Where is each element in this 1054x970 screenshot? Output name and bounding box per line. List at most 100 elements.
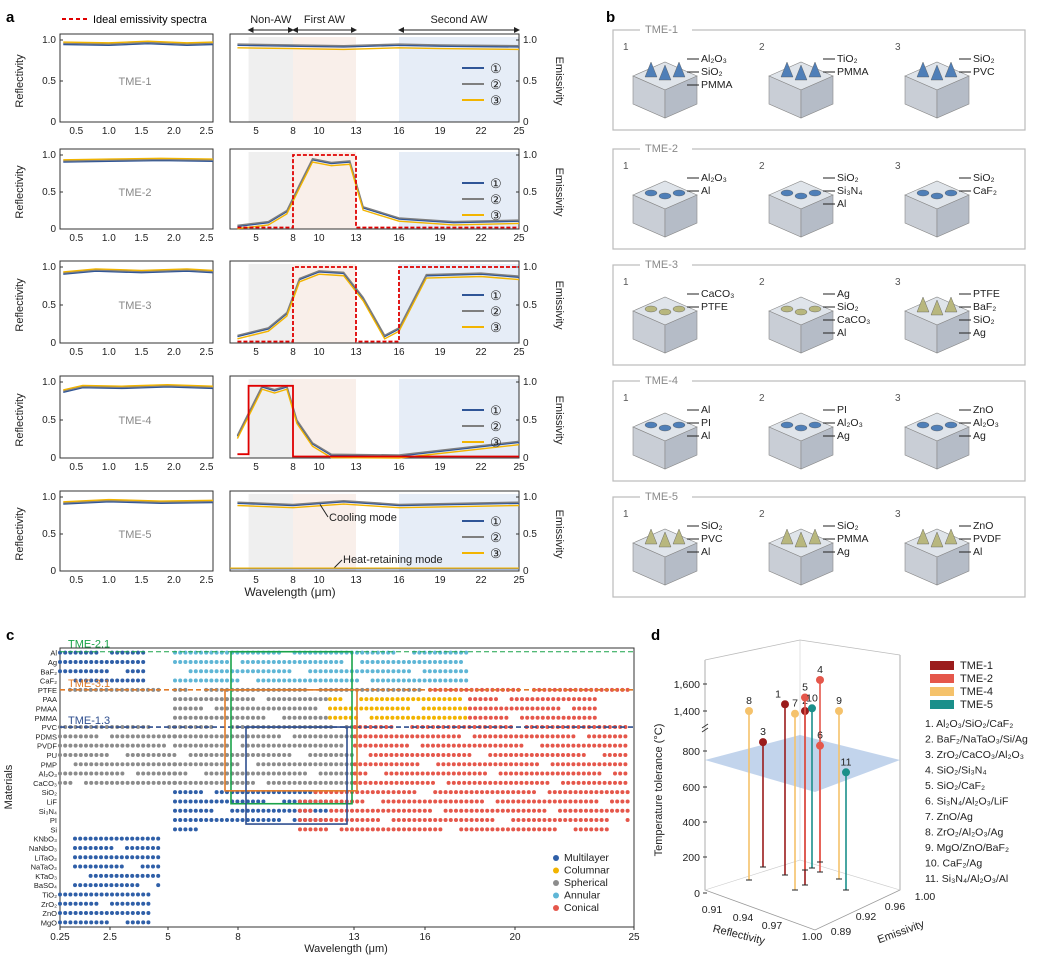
material-dot: [584, 827, 588, 832]
material-dot: [328, 706, 332, 711]
material-dot: [396, 827, 401, 832]
material-dot: [313, 818, 318, 823]
y-tick-label-right: 0.5: [523, 76, 537, 87]
material-dot: [245, 697, 250, 702]
material-dot: [412, 808, 417, 813]
material-dot: [204, 715, 209, 720]
material-dot: [587, 771, 591, 776]
material-dot: [173, 762, 177, 767]
material-dot: [89, 752, 94, 757]
material-dot: [519, 743, 524, 748]
material-dot: [162, 762, 166, 767]
material-dot: [558, 818, 562, 823]
material-dot: [483, 780, 487, 785]
material-dot: [339, 743, 344, 748]
cone-structure: [780, 61, 794, 78]
material-list-item: 8. ZrO₂/Al₂O₃/Ag: [925, 827, 1004, 839]
series-3-right: [236, 388, 520, 459]
x-tick-label: 22: [475, 233, 487, 244]
material-dot: [109, 845, 114, 850]
material-dot: [589, 790, 594, 795]
material-dot: [425, 734, 430, 739]
block-right: [936, 542, 970, 586]
material-dot: [303, 818, 308, 823]
series-2-right: [237, 270, 520, 337]
material-dot: [199, 706, 203, 711]
material-dot: [235, 808, 240, 813]
material-dot: [338, 715, 343, 720]
material-dot: [472, 743, 477, 748]
material-dot: [109, 873, 114, 878]
cone-structure: [658, 531, 672, 548]
material-dot: [240, 780, 245, 785]
material-dot: [282, 706, 287, 711]
material-dot: [514, 743, 519, 748]
material-dot: [431, 752, 435, 757]
material-dot: [188, 808, 193, 813]
item-number: 2: [759, 509, 765, 520]
material-dot: [88, 836, 93, 841]
material-dot: [282, 808, 287, 813]
layer-label: PI: [701, 417, 711, 429]
series-3-right: [237, 47, 520, 51]
material-dot: [199, 669, 203, 674]
material-dot: [436, 771, 441, 776]
material-dot: [385, 715, 390, 720]
material-dot: [261, 743, 266, 748]
material-dot: [555, 762, 560, 767]
material-dot: [235, 771, 240, 776]
material-dot: [370, 669, 375, 674]
material-dot: [235, 799, 240, 804]
material-dot: [308, 827, 313, 832]
material-dot: [193, 743, 198, 748]
material-dot: [370, 790, 375, 795]
material-dot: [552, 827, 557, 832]
material-dot: [488, 706, 493, 711]
cone-structure: [794, 531, 808, 548]
point-label-1: 1: [775, 688, 781, 700]
material-dot: [73, 752, 78, 757]
material-dot: [219, 752, 224, 757]
material-dot: [532, 827, 536, 832]
material-dot: [334, 678, 339, 683]
material-dot: [395, 715, 400, 720]
material-dot: [89, 669, 94, 674]
material-dot: [407, 827, 412, 832]
x-tick-label: 19: [434, 233, 446, 244]
material-dot: [125, 911, 130, 916]
material-dot: [509, 780, 513, 785]
material-dot: [329, 734, 333, 739]
material-dot: [199, 697, 203, 702]
material-dot: [514, 771, 519, 776]
group-frame: [612, 496, 1026, 598]
material-dot: [520, 706, 524, 711]
material-dot: [204, 771, 209, 776]
material-dot: [125, 873, 129, 878]
material-dot: [204, 762, 209, 767]
material-dot: [410, 734, 415, 739]
material-dot: [110, 911, 114, 916]
material-dot: [573, 799, 578, 804]
material-dot: [483, 706, 488, 711]
material-dot: [364, 706, 369, 711]
material-dot: [385, 706, 390, 711]
x-tick-label: 8: [235, 932, 241, 943]
material-dot: [110, 743, 114, 748]
material-dot: [88, 855, 93, 860]
point-label-11: 11: [841, 756, 852, 768]
material-dot: [256, 706, 261, 711]
material-dot: [99, 883, 103, 888]
material-dot: [454, 808, 458, 813]
material-dot: [235, 669, 240, 674]
series-3-left: [63, 498, 214, 503]
material-dot: [266, 752, 271, 757]
material-dot: [463, 715, 468, 720]
material-dot: [89, 920, 94, 925]
material-dot: [561, 715, 566, 720]
material-dot: [68, 659, 73, 664]
material-dot: [514, 706, 519, 711]
material-dot: [483, 762, 487, 767]
material-dot: [477, 762, 482, 767]
